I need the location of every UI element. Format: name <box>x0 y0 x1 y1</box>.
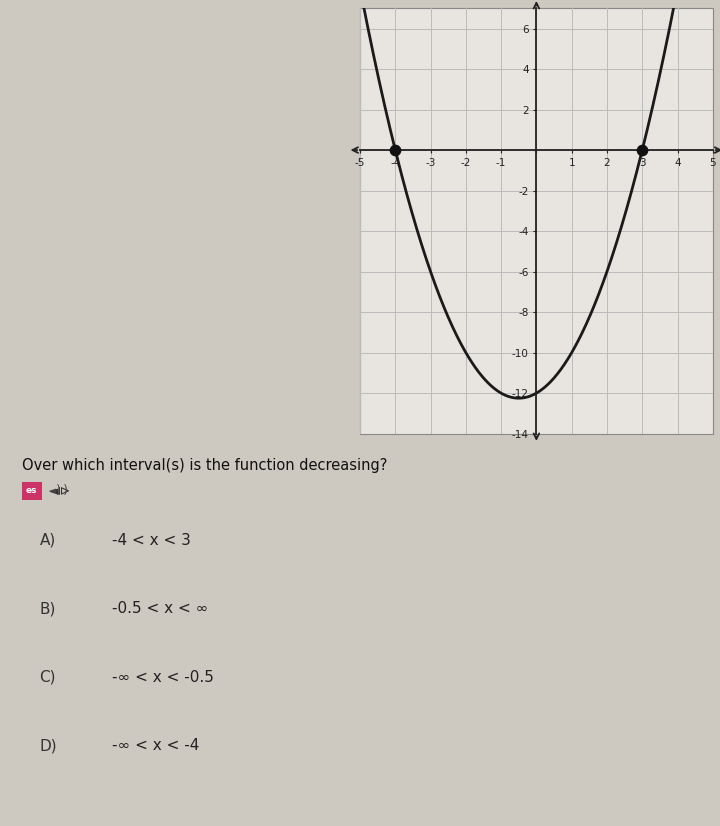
Text: C): C) <box>40 670 56 685</box>
Text: D): D) <box>40 738 57 753</box>
Text: -∞ < x < -0.5: -∞ < x < -0.5 <box>112 670 213 685</box>
Point <box>636 144 648 157</box>
Text: ◄)): ◄)) <box>49 484 71 497</box>
Text: -4 < x < 3: -4 < x < 3 <box>112 533 191 548</box>
Text: -∞ < x < -4: -∞ < x < -4 <box>112 738 199 753</box>
Text: es: es <box>26 487 37 495</box>
Text: B): B) <box>40 601 56 616</box>
Text: ◄⧐: ◄⧐ <box>49 484 71 497</box>
Text: Over which interval(s) is the function decreasing?: Over which interval(s) is the function d… <box>22 458 387 473</box>
Text: A): A) <box>40 533 56 548</box>
Point <box>390 144 401 157</box>
Text: -0.5 < x < ∞: -0.5 < x < ∞ <box>112 601 208 616</box>
